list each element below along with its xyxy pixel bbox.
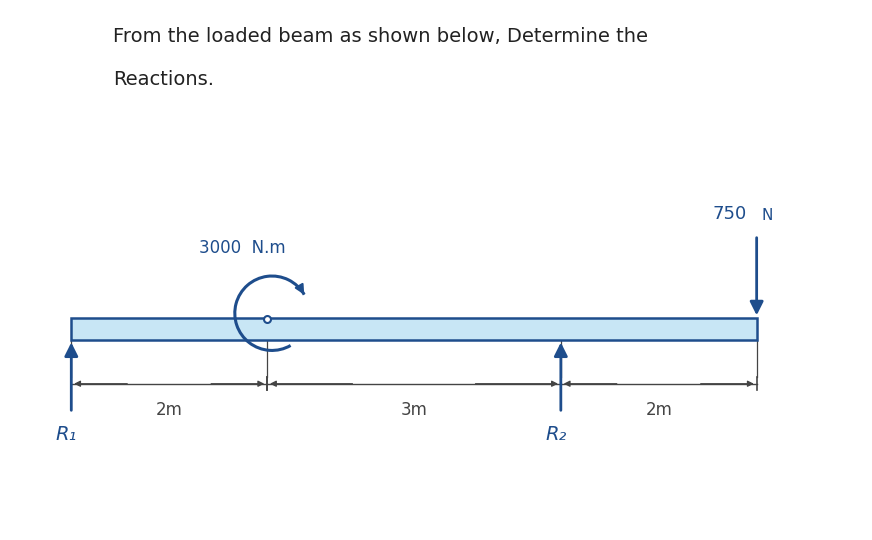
Text: From the loaded beam as shown below, Determine the: From the loaded beam as shown below, Det… <box>113 27 649 46</box>
Text: N: N <box>761 208 773 223</box>
Text: 3000  N.m: 3000 N.m <box>199 239 285 256</box>
Text: 750: 750 <box>712 205 746 223</box>
Text: R₂: R₂ <box>545 425 567 444</box>
Text: 2m: 2m <box>156 401 182 420</box>
Text: 2m: 2m <box>645 401 672 420</box>
Text: Reactions.: Reactions. <box>113 70 215 89</box>
Text: R₁: R₁ <box>56 425 77 444</box>
Text: 3m: 3m <box>400 401 427 420</box>
Bar <box>72 318 757 340</box>
